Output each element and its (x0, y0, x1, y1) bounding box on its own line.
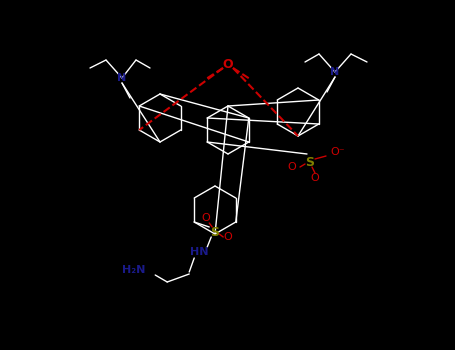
Text: N: N (330, 67, 339, 77)
Text: O⁻: O⁻ (330, 147, 344, 157)
Text: S: S (305, 155, 314, 168)
Text: O: O (224, 232, 233, 242)
Text: HN: HN (190, 247, 208, 257)
Text: O: O (311, 173, 319, 183)
Text: S: S (210, 225, 219, 238)
Text: O: O (202, 213, 211, 223)
Text: H₂N: H₂N (122, 265, 145, 275)
Text: O: O (288, 162, 296, 172)
Text: N: N (117, 73, 126, 83)
Text: O: O (222, 58, 233, 71)
